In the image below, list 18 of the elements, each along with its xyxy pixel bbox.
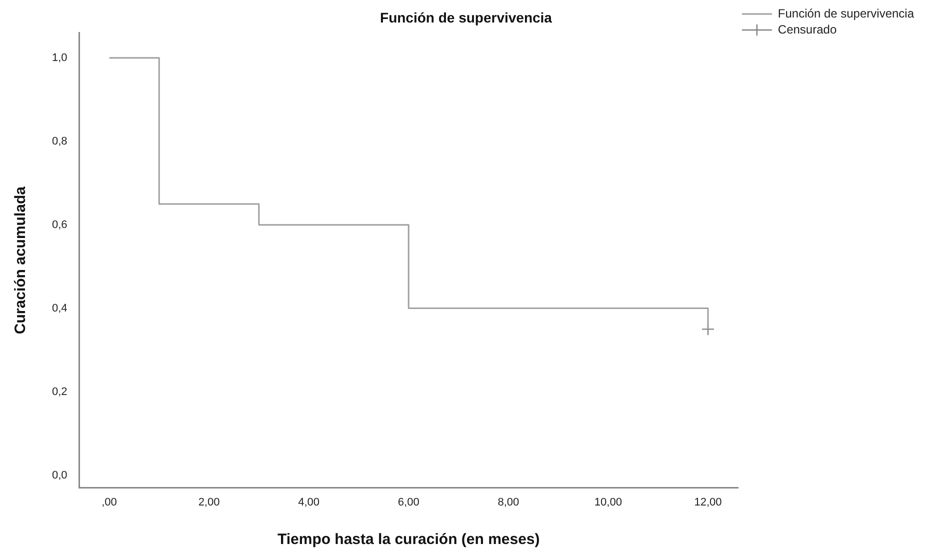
x-tick-label: 12,00 [694, 496, 722, 508]
x-tick-label: 10,00 [594, 496, 622, 508]
x-tick-label: 4,00 [298, 496, 320, 508]
y-tick-label: 0,2 [52, 386, 68, 398]
legend-label: Censurado [778, 22, 837, 36]
y-tick-label: 0,4 [52, 302, 68, 314]
x-tick-label: 6,00 [398, 496, 420, 508]
x-tick-label: 2,00 [198, 496, 220, 508]
x-tick-label: ,00 [102, 496, 117, 508]
y-tick-label: 0,0 [52, 469, 68, 482]
legend-label: Función de supervivencia [778, 6, 914, 20]
y-axis-title: Curación acumulada [12, 186, 30, 334]
y-tick-label: 0,8 [52, 135, 68, 148]
chart-title: Función de supervivencia [380, 9, 552, 26]
x-tick-label: 8,00 [498, 496, 520, 508]
y-tick-label: 1,0 [52, 52, 68, 64]
y-tick-label: 0,6 [52, 218, 68, 231]
x-axis-title: Tiempo hasta la curación (en meses) [277, 531, 540, 548]
